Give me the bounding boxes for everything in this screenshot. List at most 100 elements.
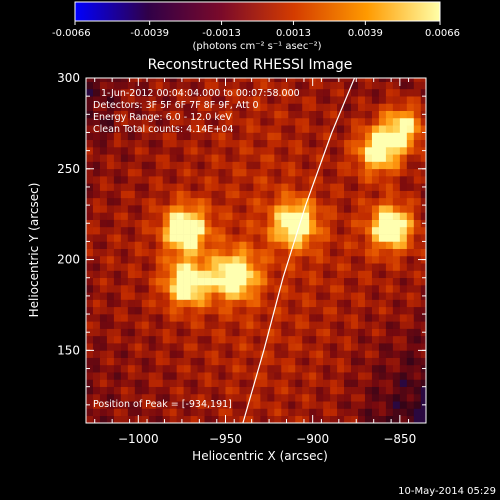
heatmap-cell xyxy=(371,335,380,344)
heatmap-cell xyxy=(204,401,212,409)
heatmap-cell xyxy=(190,379,198,387)
heatmap-cell xyxy=(99,314,108,322)
heatmap-cell xyxy=(218,110,226,119)
heatmap-cell xyxy=(106,125,115,133)
heatmap-cell xyxy=(281,350,289,358)
heatmap-cell xyxy=(274,139,282,148)
heatmap-cell xyxy=(239,357,247,366)
heatmap-cell xyxy=(148,270,157,279)
heatmap-cell xyxy=(260,321,268,329)
heatmap-cell xyxy=(420,212,426,220)
heatmap-cell xyxy=(267,205,275,213)
heatmap-cell xyxy=(162,270,170,279)
heatmap-cell xyxy=(246,328,254,337)
heatmap-cell xyxy=(183,147,191,155)
heatmap-cell xyxy=(267,314,275,322)
heatmap-cell xyxy=(267,117,275,126)
heatmap-cell xyxy=(197,241,205,249)
heatmap-cell xyxy=(385,328,394,337)
heatmap-cell xyxy=(323,219,331,228)
heatmap-cell xyxy=(260,364,268,373)
heatmap-cell xyxy=(399,285,408,293)
heatmap-cell xyxy=(406,248,415,257)
heatmap-cell xyxy=(127,78,136,82)
heatmap-cell xyxy=(378,226,387,235)
heatmap-cell xyxy=(371,132,380,141)
heatmap-cell xyxy=(392,190,401,199)
heatmap-cell xyxy=(183,350,191,358)
heatmap-cell xyxy=(246,241,254,249)
heatmap-cell xyxy=(337,277,345,286)
heatmap-cell xyxy=(246,197,254,206)
heatmap-cell xyxy=(204,103,212,111)
heatmap-cell xyxy=(316,241,324,249)
heatmap-cell xyxy=(295,132,303,141)
heatmap-cell xyxy=(323,248,331,257)
heatmap-cell xyxy=(358,393,366,402)
heatmap-cell xyxy=(183,117,191,126)
heatmap-cell xyxy=(211,96,219,104)
heatmap-cell xyxy=(190,314,198,322)
heatmap-cell xyxy=(141,401,150,409)
heatmap-cell xyxy=(378,241,387,249)
heatmap-cell xyxy=(330,255,338,264)
heatmap-cell xyxy=(176,364,184,373)
heatmap-cell xyxy=(295,219,303,228)
heatmap-cell xyxy=(281,364,289,373)
heatmap-cell xyxy=(344,277,352,286)
heatmap-cell xyxy=(141,335,150,344)
heatmap-cell xyxy=(218,401,226,409)
heatmap-cell xyxy=(218,277,226,286)
heatmap-cell xyxy=(183,408,191,417)
heatmap-cell xyxy=(106,161,115,170)
heatmap-cell xyxy=(344,321,352,329)
y-tick-label: 200 xyxy=(57,253,80,267)
colorbar-ticks: -0.0066 -0.0039 -0.0013 0.0013 0.0039 0.0066 xyxy=(52,21,460,39)
heatmap-cell xyxy=(378,154,387,162)
heatmap-cell xyxy=(106,379,115,387)
heatmap-cell xyxy=(190,176,198,184)
heatmap-cell xyxy=(371,255,380,264)
heatmap-cell xyxy=(127,321,136,329)
heatmap-cell xyxy=(86,285,94,293)
heatmap-cell xyxy=(148,96,157,104)
heatmap-cell xyxy=(316,248,324,257)
heatmap-cell xyxy=(106,183,115,191)
heatmap-cell xyxy=(155,285,164,293)
heatmap-cell xyxy=(267,88,275,97)
heatmap-cell xyxy=(204,117,212,126)
heatmap-cell xyxy=(225,132,233,141)
heatmap-cell xyxy=(148,88,157,97)
heatmap-cell xyxy=(92,132,101,141)
heatmap-cell xyxy=(274,161,282,170)
heatmap-cell xyxy=(281,147,289,155)
heatmap-cell xyxy=(148,248,157,257)
heatmap-cell xyxy=(134,343,143,351)
heatmap-cell xyxy=(364,205,373,213)
heatmap-cell xyxy=(127,401,136,409)
heatmap-cell xyxy=(371,125,380,133)
heatmap-cell xyxy=(351,241,359,249)
heatmap-cell xyxy=(127,190,136,199)
heatmap-cell xyxy=(141,343,150,351)
heatmap-cell xyxy=(413,408,422,417)
heatmap-cell xyxy=(288,364,296,373)
heatmap-cell xyxy=(253,103,261,111)
heatmap-cell xyxy=(113,183,122,191)
heatmap-cell xyxy=(232,226,240,235)
heatmap-cell xyxy=(330,408,338,417)
heatmap-cell xyxy=(406,335,415,344)
heatmap-cell xyxy=(385,263,394,271)
heatmap-cell xyxy=(92,285,101,293)
heatmap-cell xyxy=(120,205,129,213)
heatmap-cell xyxy=(211,321,219,329)
heatmap-cell xyxy=(260,292,268,300)
heatmap-cell xyxy=(420,154,426,162)
heatmap-cell xyxy=(86,393,94,402)
heatmap-cell xyxy=(330,350,338,358)
heatmap-cell xyxy=(288,161,296,170)
heatmap-cell xyxy=(162,183,170,191)
heatmap-cell xyxy=(371,350,380,358)
heatmap-cell xyxy=(92,168,101,177)
